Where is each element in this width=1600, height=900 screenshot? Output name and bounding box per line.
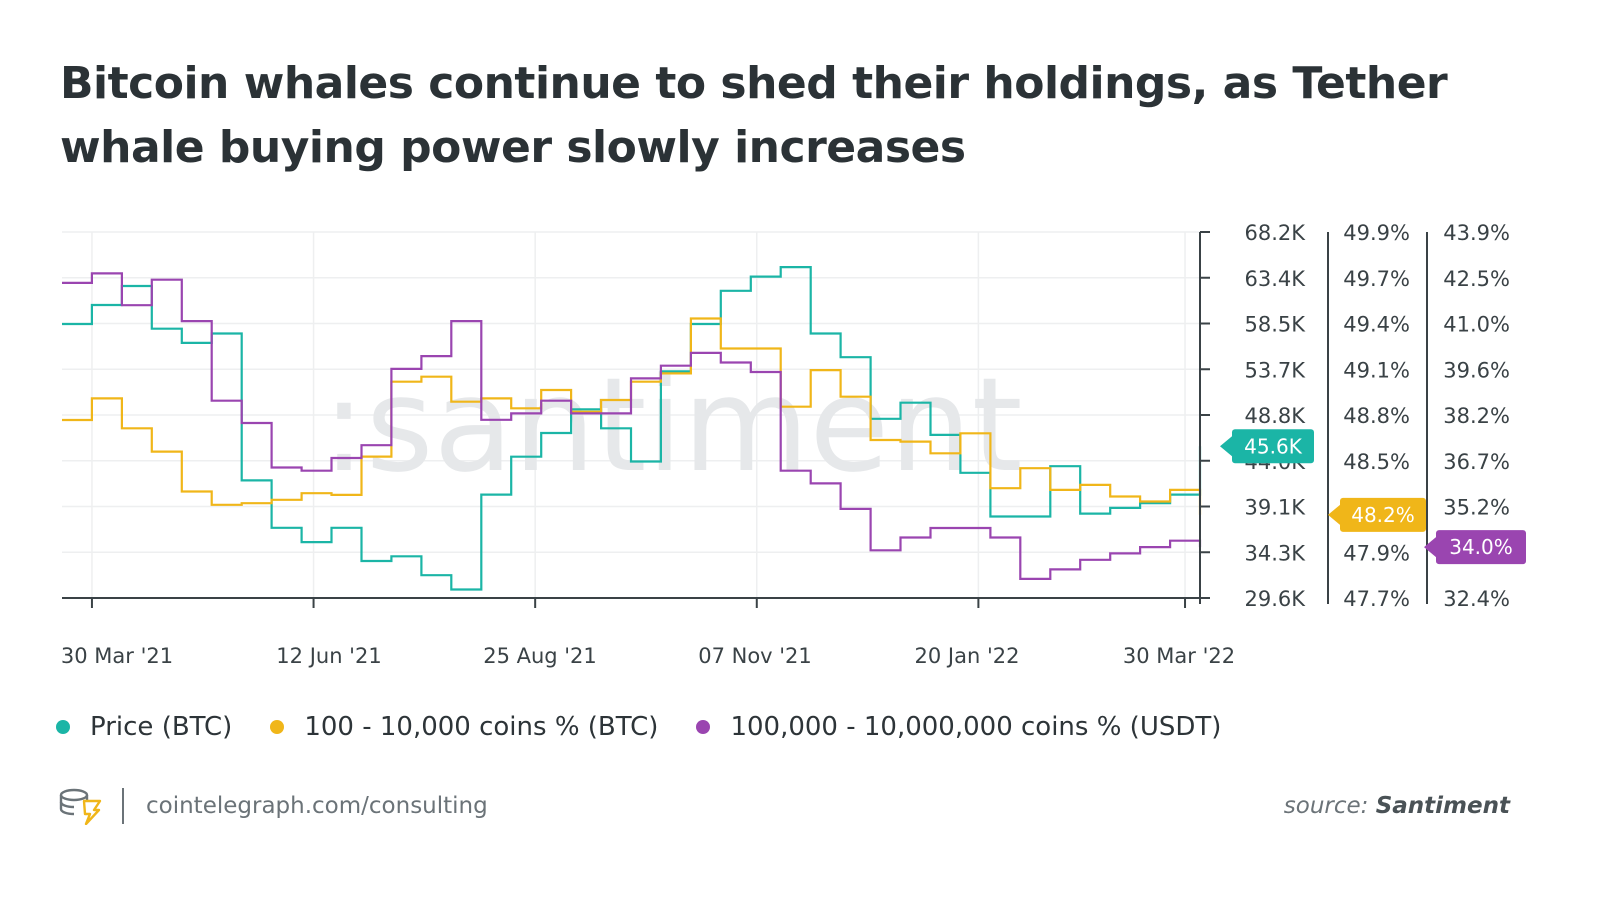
y-tick-label: 32.4% — [1443, 587, 1510, 611]
chart-canvas: :santiment 30 Mar '21 12 Jun '21 25 Aug '2… — [61, 221, 1526, 668]
source-name: Santiment — [1375, 793, 1510, 819]
y-tick-label: 49.9% — [1343, 221, 1410, 245]
y-tick-label: 39.1K — [1244, 496, 1306, 520]
y-tick-label: 49.4% — [1343, 313, 1410, 337]
y-tick-label: 42.5% — [1443, 267, 1510, 291]
footer: cointelegraph.com/consulting source: San… — [58, 786, 1510, 826]
y-tick-label: 48.8% — [1343, 404, 1410, 428]
cointelegraph-logo-icon — [59, 788, 102, 825]
y-tick-label: 39.6% — [1443, 358, 1510, 382]
y-tick-label: 34.3K — [1244, 541, 1306, 565]
series-lines — [62, 266, 1202, 591]
footer-source: source: Santiment — [1284, 793, 1510, 819]
grid-lines — [62, 231, 1200, 599]
legend-label: 100 - 10,000 coins % (BTC) — [304, 712, 659, 742]
x-tick-label: 25 Aug '21 — [483, 644, 597, 668]
legend-item[interactable]: 100,000 - 10,000,000 coins % (USDT) — [696, 712, 1221, 742]
y-tick-label: 48.5% — [1343, 450, 1410, 474]
y-tick-label: 38.2% — [1443, 404, 1510, 428]
x-tick-label: 20 Jan '22 — [915, 644, 1020, 668]
value-badge-bg — [1436, 530, 1526, 565]
y-tick-label: 58.5K — [1244, 313, 1306, 337]
value-badge-bg — [1340, 497, 1426, 532]
legend-item[interactable]: 100 - 10,000 coins % (BTC) — [270, 712, 658, 742]
y-tick-label: 47.9% — [1343, 541, 1410, 565]
series-line-0 — [62, 266, 1202, 591]
y-tick-label: 53.7K — [1244, 358, 1306, 382]
value-badges: 45.6K 48.2% 34.0% — [1220, 429, 1526, 565]
badge-pointer — [1220, 436, 1232, 457]
x-tick-label: 30 Mar '21 — [61, 644, 173, 668]
y-tick-label: 41.0% — [1443, 313, 1510, 337]
legend-item[interactable]: Price (BTC) — [56, 712, 232, 742]
legend-dot — [270, 720, 285, 734]
series-line-2 — [62, 272, 1202, 580]
x-tick-label: 12 Jun '21 — [276, 644, 381, 668]
value-badge-bg — [1232, 429, 1314, 464]
badge-pointer — [1328, 504, 1340, 525]
y-tick-label: 35.2% — [1443, 496, 1510, 520]
badge-pointer — [1424, 537, 1436, 558]
y-tick-label: 47.7% — [1343, 587, 1410, 611]
y-tick-label: 48.8K — [1244, 404, 1306, 428]
value-badge-label: 34.0% — [1449, 535, 1513, 559]
y-tick-label: 49.7% — [1343, 267, 1410, 291]
legend-dot — [56, 720, 70, 734]
y-tick-label: 49.1% — [1343, 358, 1410, 382]
y-tick-label: 43.9% — [1443, 221, 1510, 245]
x-tick-label: 07 Nov '21 — [698, 644, 812, 668]
chart-title: Bitcoin whales continue to shed their ho… — [60, 58, 1448, 173]
legend-label: Price (BTC) — [90, 712, 233, 742]
y-tick-label: 36.7% — [1443, 450, 1510, 474]
footer-divider — [122, 788, 124, 824]
value-badge-label: 48.2% — [1351, 503, 1415, 527]
legend: Price (BTC) 100 - 10,000 coins % (BTC) 100… — [56, 712, 1259, 742]
footer-site-link[interactable]: cointelegraph.com/consulting — [146, 793, 488, 819]
source-prefix: source: — [1283, 793, 1369, 819]
legend-label: 100,000 - 10,000,000 coins % (USDT) — [730, 712, 1222, 742]
value-badge-label: 45.6K — [1244, 434, 1303, 458]
y-tick-label: 29.6K — [1244, 587, 1306, 611]
legend-dot — [696, 720, 711, 734]
y-tick-label: 63.4K — [1244, 267, 1306, 291]
x-tick-label: 30 Mar '22 — [1123, 644, 1235, 668]
y-tick-label: 68.2K — [1244, 221, 1306, 245]
